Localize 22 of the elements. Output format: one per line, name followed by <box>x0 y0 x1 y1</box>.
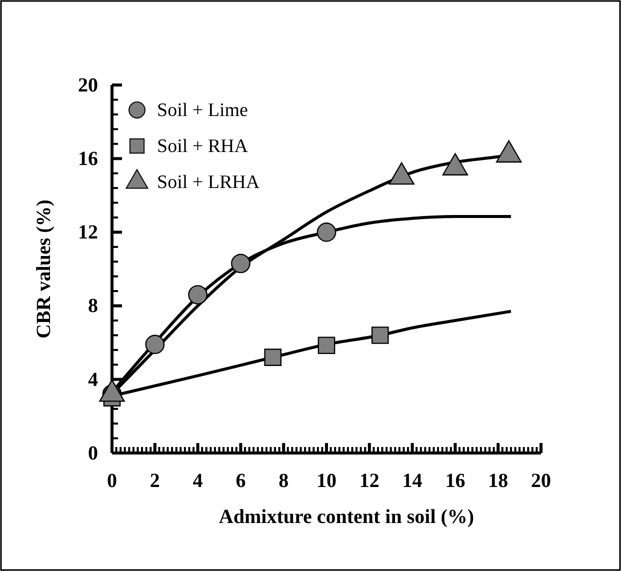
x-tick-label: 8 <box>278 470 289 492</box>
x-tick-label: 14 <box>402 470 422 492</box>
y-axis-title: CBR values (%) <box>33 200 55 338</box>
x-tick-label: 16 <box>445 470 466 492</box>
y-tick-label: 4 <box>88 368 98 391</box>
x-tick-label: 4 <box>192 470 203 492</box>
x-tick-label: 20 <box>531 470 551 492</box>
x-tick-label: 6 <box>236 470 246 492</box>
legend-label: Soil + LRHA <box>157 172 260 193</box>
legend-label: Soil + RHA <box>157 136 248 157</box>
x-axis-title: Admixture content in soil (%) <box>218 506 474 528</box>
x-tick-label: 2 <box>150 470 160 492</box>
y-tick-label: 20 <box>78 74 98 96</box>
y-tick-label: 12 <box>78 222 98 244</box>
y-tick-label: 8 <box>88 295 98 318</box>
x-tick-label: 18 <box>488 470 508 492</box>
x-tick-label: 0 <box>107 470 117 492</box>
x-tick-label: 10 <box>316 470 336 492</box>
legend-label: Soil + Lime <box>157 100 248 121</box>
y-tick-label: 0 <box>88 442 98 464</box>
x-tick-label: 12 <box>359 470 380 492</box>
y-tick-label: 16 <box>78 148 98 170</box>
